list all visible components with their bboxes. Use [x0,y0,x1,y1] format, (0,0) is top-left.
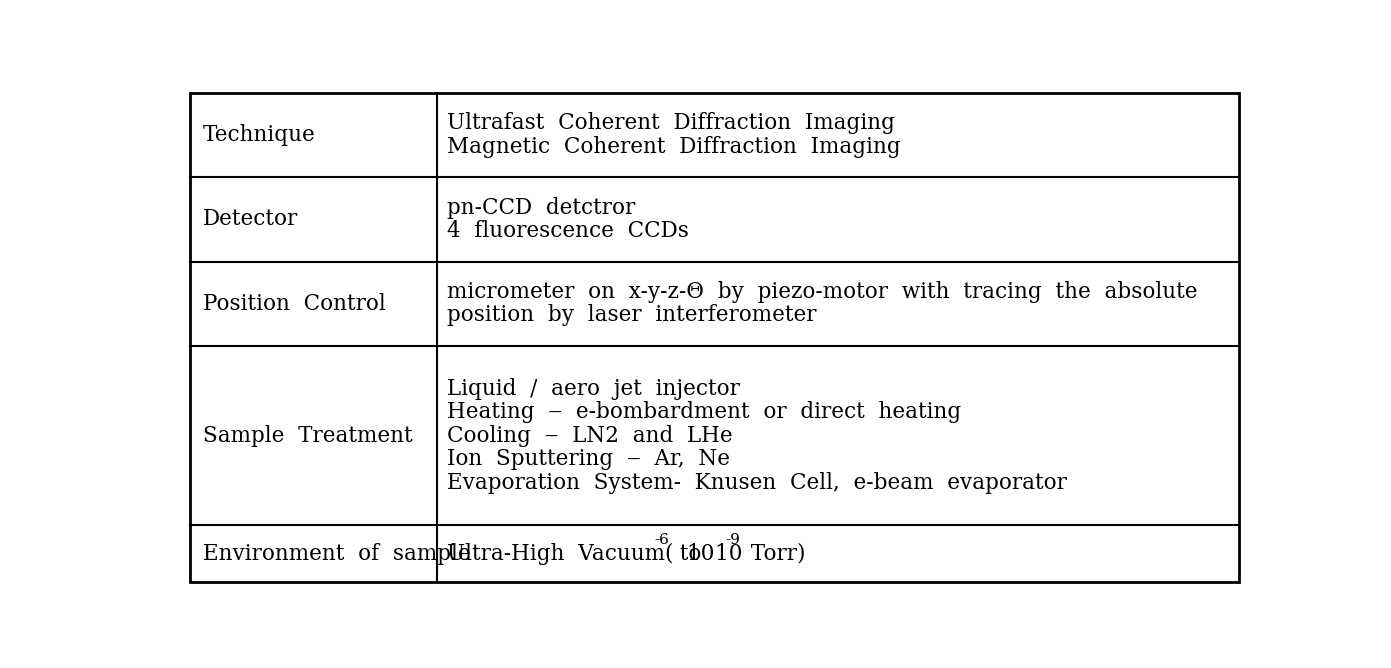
Text: Technique: Technique [203,124,316,146]
Text: pn-CCD  detctror: pn-CCD detctror [448,196,636,218]
Text: Ultra-High  Vacuum(  10: Ultra-High Vacuum( 10 [448,542,715,564]
Text: Ion  Sputtering  ‒  Ar,  Ne: Ion Sputtering ‒ Ar, Ne [448,448,730,470]
Text: Environment  of  sample: Environment of sample [203,542,470,564]
Text: Detector: Detector [203,208,298,230]
Text: to  10: to 10 [666,542,743,564]
Text: micrometer  on  x-y-z-Θ  by  piezo-motor  with  tracing  the  absolute: micrometer on x-y-z-Θ by piezo-motor wit… [448,281,1198,303]
Text: -9: -9 [725,533,740,547]
Text: Torr): Torr) [737,542,805,564]
Text: 4  fluorescence  CCDs: 4 fluorescence CCDs [448,220,689,242]
Text: -6: -6 [655,533,669,547]
Text: Cooling  ‒  LN2  and  LHe: Cooling ‒ LN2 and LHe [448,425,733,447]
Text: Heating  ‒  e-bombardment  or  direct  heating: Heating ‒ e-bombardment or direct heatin… [448,401,961,423]
Text: position  by  laser  interferometer: position by laser interferometer [448,305,817,327]
Text: Sample  Treatment: Sample Treatment [203,425,413,447]
Text: Ultrafast  Coherent  Diffraction  Imaging: Ultrafast Coherent Diffraction Imaging [448,112,896,134]
Text: Liquid  /  aero  jet  injector: Liquid / aero jet injector [448,377,740,399]
Text: Position  Control: Position Control [203,293,385,315]
Text: Magnetic  Coherent  Diffraction  Imaging: Magnetic Coherent Diffraction Imaging [448,136,901,158]
Text: Evaporation  System-  Knusen  Cell,  e-beam  evaporator: Evaporation System- Knusen Cell, e-beam … [448,472,1067,494]
